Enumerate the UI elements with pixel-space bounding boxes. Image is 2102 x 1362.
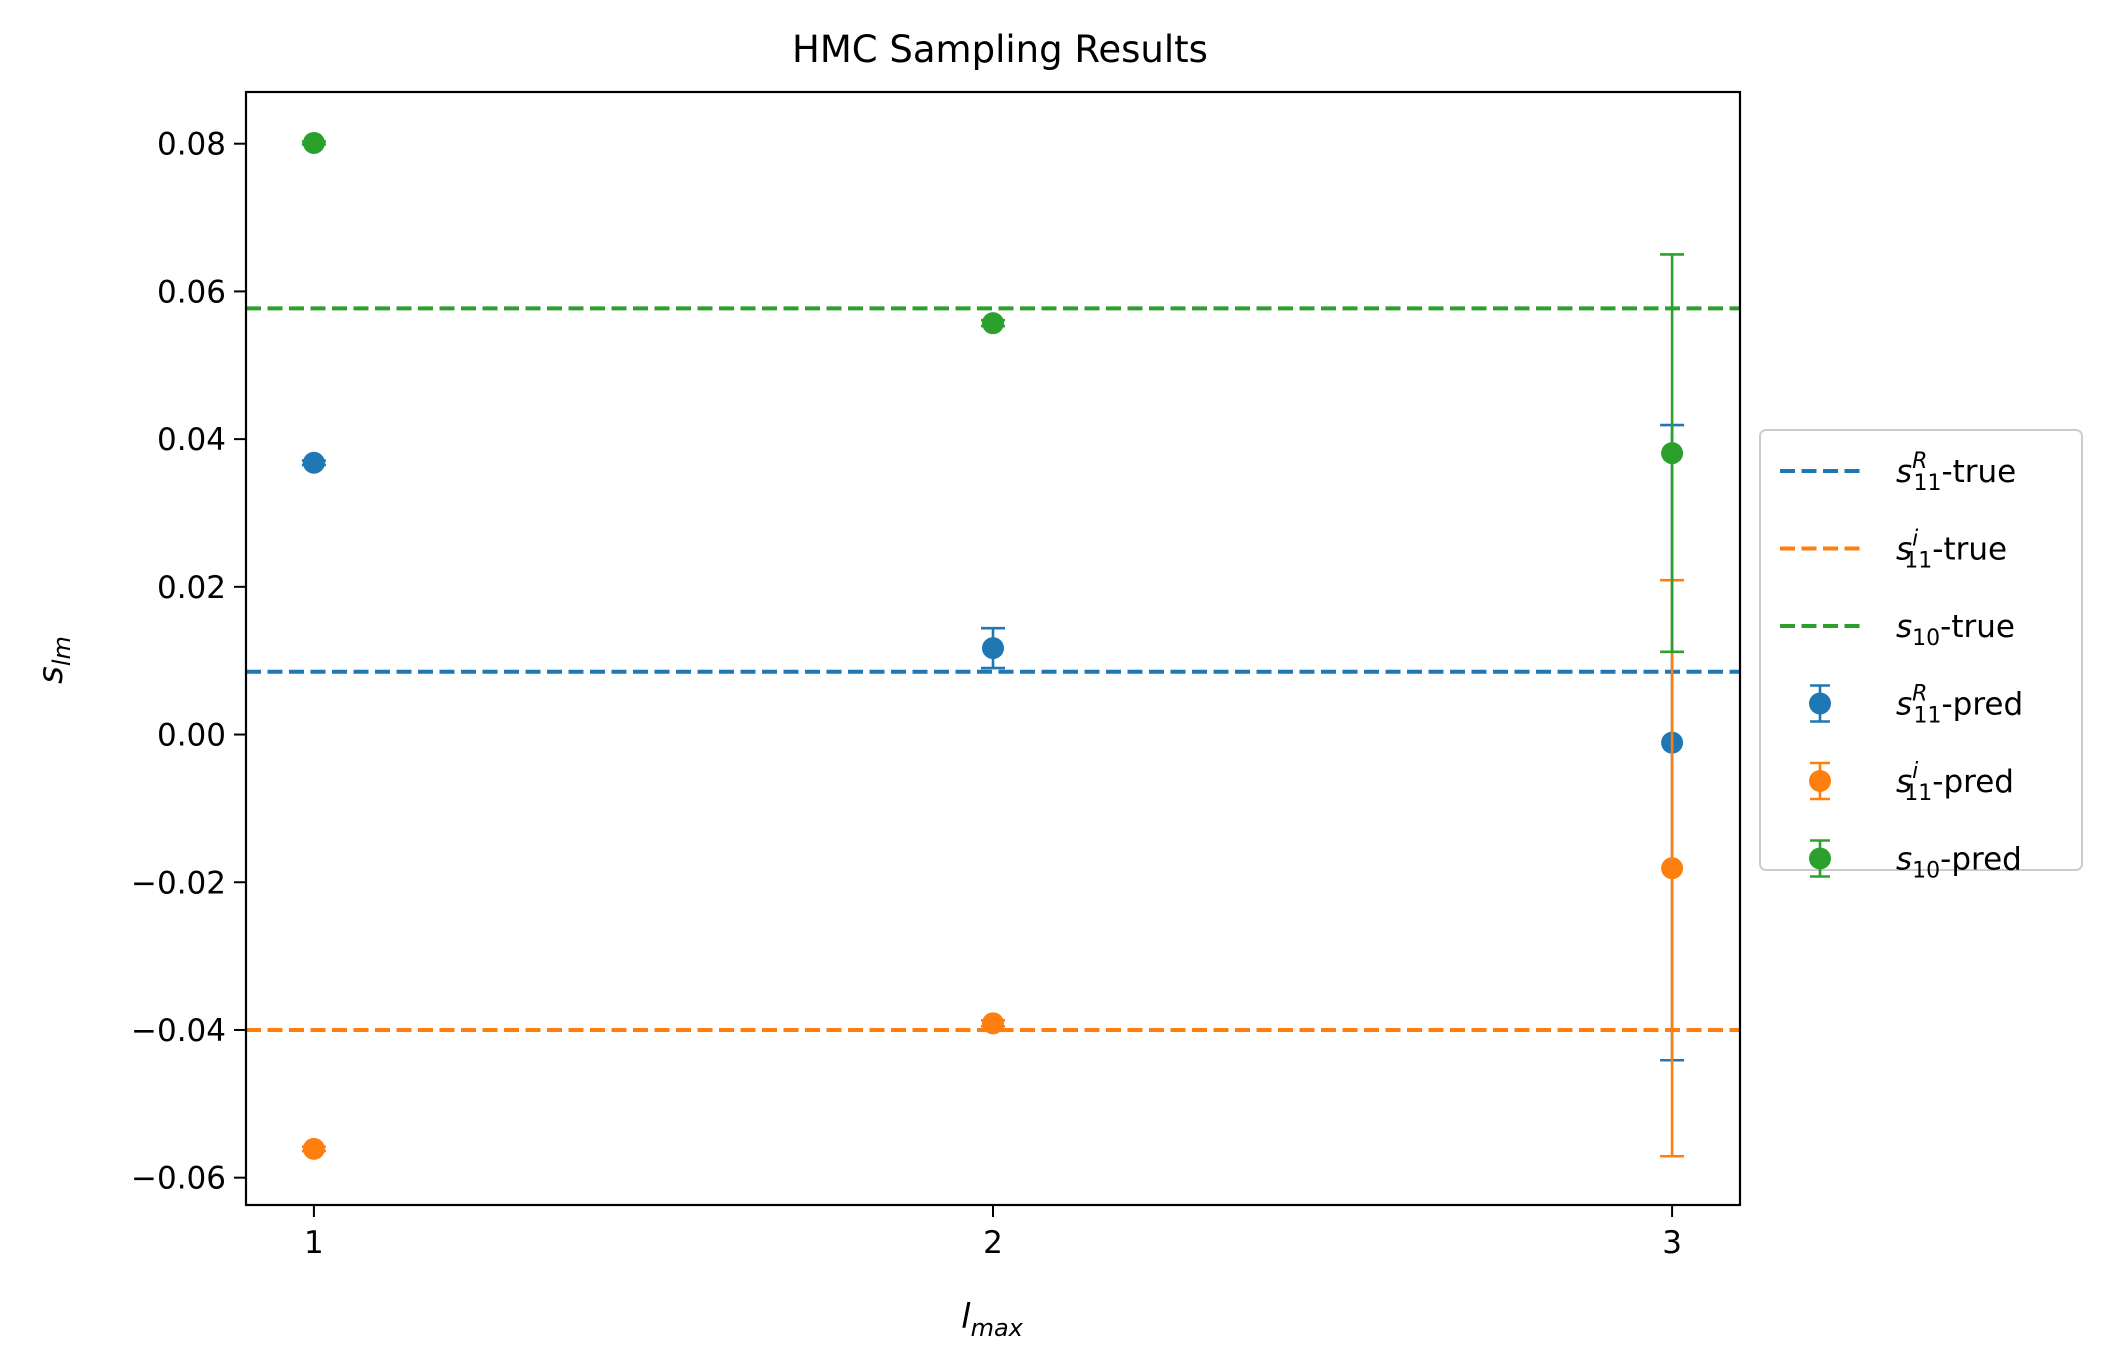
s10-true-legend-label: s10-true: [1896, 609, 2015, 651]
s10-pred-point: [302, 131, 325, 154]
s10-pred-point: [982, 312, 1004, 335]
s10-pred-point: [1661, 442, 1684, 465]
s11i-pred-point: [302, 1137, 325, 1160]
s11i-pred-legend-marker: [1809, 770, 1831, 792]
y-tick-label: −0.02: [131, 865, 226, 901]
y-tick-label: −0.04: [131, 1013, 226, 1049]
s11i-pred-legend-label: si 11-pred: [1896, 759, 2014, 806]
s11i-pred-point: [1661, 857, 1684, 880]
y-tick-label: 0.02: [157, 570, 226, 606]
y-tick-label: 0.00: [157, 718, 226, 754]
y-tick-label: 0.08: [157, 127, 226, 163]
plot-area: [246, 131, 1740, 1160]
s10-pred-legend-label: s10-pred: [1896, 842, 2022, 884]
x-tick-label: 3: [1662, 1225, 1682, 1261]
x-tick-label: 1: [304, 1225, 324, 1261]
y-axis-label: slm: [31, 636, 76, 684]
axes: 1 2 3 −0.06 −0.04 −0.02 0.00 0.02 0.04 0.06 0.08: [131, 90, 1742, 1261]
s11R-pred-point: [982, 637, 1004, 660]
s11R-true-legend-label: sR 11-true: [1896, 449, 2016, 496]
s11R-pred-legend-label: sR 11-pred: [1896, 682, 2023, 729]
x-tick-label: 2: [983, 1225, 1003, 1261]
y-tick-label: −0.06: [131, 1161, 226, 1197]
y-tick-label: 0.06: [157, 274, 226, 310]
y-tick-label: 0.04: [157, 422, 226, 458]
x-axis-label: lmax: [961, 1297, 1024, 1342]
s11R-pred-point: [302, 451, 325, 474]
s11R-pred-legend-marker: [1809, 692, 1831, 715]
s11i-true-legend-label: si 11-true: [1896, 527, 2007, 574]
legend-frame: [1759, 429, 2083, 871]
s11i-pred-point: [982, 1012, 1004, 1035]
legend: sR 11-true si 11-true s10-true sR 11-pred si 11-…: [1759, 429, 2083, 884]
s10-pred-legend-marker: [1809, 847, 1831, 870]
chart-title: HMC Sampling Results: [792, 28, 1208, 71]
